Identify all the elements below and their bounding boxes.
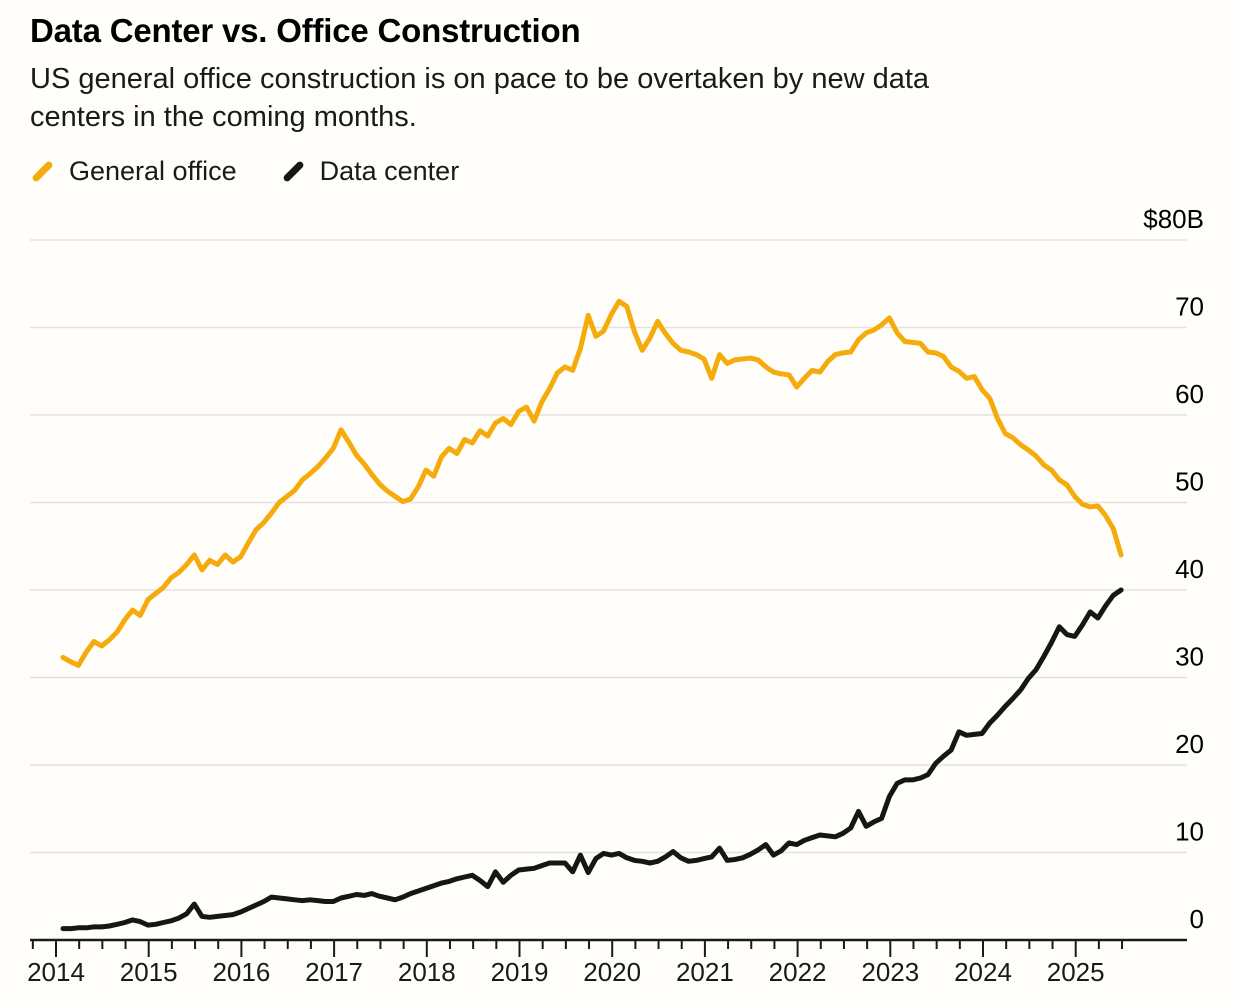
x-tick-label: 2025	[1047, 957, 1105, 987]
x-tick-label: 2019	[491, 957, 549, 987]
y-tick-label: $80B	[1143, 204, 1204, 234]
general-office-line	[60, 298, 1124, 668]
subtitle-line-1: US general office construction is on pac…	[30, 63, 930, 95]
gridlines	[30, 239, 1187, 942]
x-tick-label: 2015	[120, 957, 178, 987]
x-tick-label: 2016	[212, 957, 270, 987]
x-tick-label: 2022	[769, 957, 827, 987]
y-tick-label: 0	[1190, 904, 1204, 934]
chart-title: Data Center vs. Office Construction	[30, 12, 581, 49]
legend-item-general-office: General office	[30, 156, 237, 187]
x-tick-label: 2017	[305, 957, 363, 987]
y-tick-label: 60	[1175, 379, 1204, 409]
chart-legend: General office Data center	[30, 156, 1200, 187]
legend-item-data-center: Data center	[281, 156, 460, 187]
x-tick-label: 2020	[583, 957, 641, 987]
y-tick-label: 20	[1175, 729, 1204, 759]
y-tick-label: 10	[1175, 817, 1204, 847]
legend-label-data-center: Data center	[319, 156, 460, 186]
y-tick-label: 30	[1175, 642, 1204, 672]
x-axis	[31, 940, 1124, 957]
x-tick-label: 2023	[861, 957, 919, 987]
y-tick-label: 70	[1175, 292, 1204, 322]
subtitle-line-2: centers in the coming months.	[30, 101, 417, 133]
y-axis-labels: $80B 70 60 50 40 30 20 10 0	[1143, 204, 1204, 934]
x-tick-label: 2014	[27, 957, 85, 987]
chart-subtitle: US general office construction is on pac…	[30, 60, 1200, 136]
y-tick-label: 40	[1175, 554, 1204, 584]
x-tick-label: 2021	[676, 957, 734, 987]
legend-label-general-office: General office	[69, 156, 237, 186]
chart-header: Data Center vs. Office Construction US g…	[30, 12, 1200, 187]
x-tick-label: 2024	[954, 957, 1012, 987]
x-tick-label: 2018	[398, 957, 456, 987]
y-tick-label: 50	[1175, 467, 1204, 497]
data-center-line	[60, 587, 1124, 932]
x-axis-labels: 2014 2015 2016 2017 2018 2019 2020 2021 2022 2023…	[27, 957, 1105, 987]
